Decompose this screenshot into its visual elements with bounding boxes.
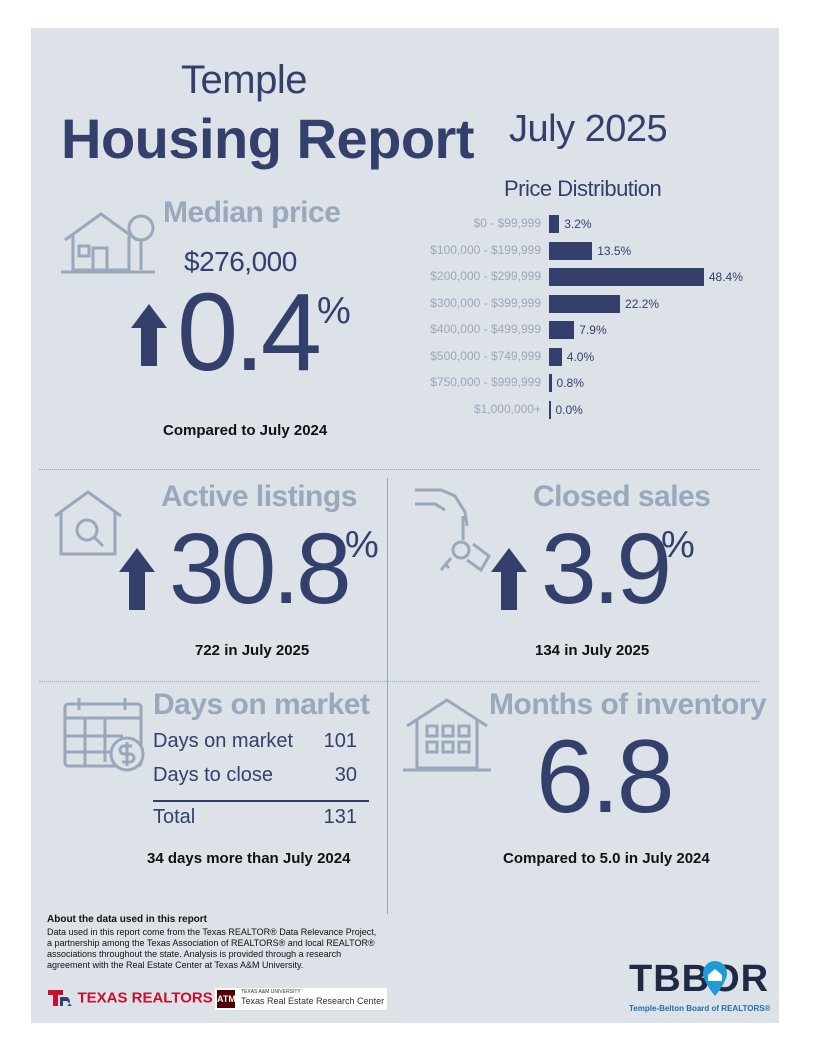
dom-row-2-value: 30: [334, 764, 357, 786]
price-range-label: $200,000 - $299,999: [430, 269, 541, 283]
apartment-building-icon: [403, 698, 491, 772]
price-dist-title: Price Distribution: [504, 176, 662, 201]
price-dist-row: $750,000 - $999,999 0.8%: [411, 373, 771, 393]
calendar-dollar-icon: [63, 698, 145, 772]
inventory-value: 6.8: [536, 719, 675, 835]
about-text: Data used in this report come from the T…: [47, 927, 377, 970]
arrow-up-icon: [491, 548, 527, 610]
price-dist-row: $1,000,000+ 0.0%: [411, 400, 771, 420]
about-title: About the data used in this report: [47, 914, 208, 925]
dom-row-1-value: 101: [323, 730, 357, 752]
price-dist-row: $100,000 - $199,999 13.5%: [411, 241, 771, 261]
price-dist-value: 0.8%: [556, 376, 584, 390]
median-change-value: 0.4: [177, 271, 322, 394]
report-title: Housing Report: [61, 107, 474, 170]
dom-caption: 34 days more than July 2024: [147, 850, 351, 867]
house-tree-icon: [61, 212, 155, 274]
price-range-label: $100,000 - $199,999: [430, 242, 541, 257]
divider-vertical: [387, 478, 388, 914]
closed-title: Closed sales: [533, 480, 711, 513]
hand-key-icon: [415, 488, 491, 573]
price-dist-value: 3.2%: [564, 217, 592, 231]
tbbor-name: Temple-Belton Board of REALTORS®: [629, 1004, 771, 1013]
texas-realtors-mark-icon: [48, 990, 72, 1006]
report-page: Temple Housing Report July 2025 Median p…: [31, 28, 779, 1023]
closed-change: 3.9: [541, 513, 672, 625]
price-dist-bar: [549, 215, 560, 233]
tamu-center-text: Texas Real Estate Research Center: [241, 996, 385, 1006]
inventory-caption: Compared to 5.0 in July 2024: [503, 850, 710, 867]
price-dist-bar: [549, 294, 621, 313]
inventory-title: Months of inventory: [489, 688, 767, 721]
median-price: $276,000: [184, 246, 297, 277]
median-title: Median price: [163, 196, 341, 229]
dom-row-1-label: Days on market: [153, 730, 294, 752]
dom-title: Days on market: [153, 688, 370, 721]
closed-caption: 134 in July 2025: [535, 642, 650, 659]
price-dist-bar: [549, 268, 704, 286]
arrow-up-icon: [131, 304, 167, 366]
price-dist-row: $200,000 - $299,999 48.4%: [411, 267, 771, 287]
tamu-small-text: TEXAS A&M UNIVERSITY: [241, 989, 301, 995]
price-dist-value: 7.9%: [579, 323, 607, 337]
price-range-label: $750,000 - $999,999: [430, 375, 541, 389]
price-dist-row: $400,000 - $499,999 7.9%: [411, 320, 771, 340]
closed-pct: %: [661, 524, 695, 566]
price-range-label: $400,000 - $499,999: [430, 322, 541, 336]
texas-realtors-logo: TEXAS REALTORS: [47, 988, 213, 1012]
price-dist-value: 0.0%: [555, 402, 583, 417]
tbbor-logo-text: TBBOR: [629, 958, 770, 1000]
price-dist-bar: [549, 321, 575, 339]
dom-row-2-label: Days to close: [153, 764, 274, 786]
price-dist-value: 4.0%: [566, 349, 595, 364]
dom-total-value: 131: [323, 806, 357, 828]
arrow-up-icon: [119, 548, 155, 610]
price-dist-value: 48.4%: [708, 270, 743, 284]
divider-middle: [39, 681, 759, 682]
location-house-icon: [703, 961, 727, 996]
price-dist-chart: $0 - $99,999 3.2% $100,000 - $199,999 13.5%…: [411, 214, 771, 434]
dom-total-line: [153, 800, 369, 802]
price-dist-value: 13.5%: [597, 243, 632, 258]
median-caption: Compared to July 2024: [163, 422, 328, 439]
price-dist-bar: [549, 400, 551, 419]
price-dist-bar: [549, 347, 562, 366]
price-dist-value: 22.2%: [625, 296, 660, 311]
price-dist-row: $500,000 - $749,999 4.0%: [411, 347, 771, 367]
median-pct: %: [317, 290, 351, 332]
tamu-mark-icon: ATM: [217, 990, 236, 1008]
price-range-label: $0 - $99,999: [473, 216, 541, 230]
active-title: Active listings: [161, 480, 357, 513]
price-range-label: $500,000 - $749,999: [430, 348, 541, 363]
price-dist-bar: [549, 241, 593, 260]
median-change: 0.4: [177, 278, 322, 388]
price-range-label: $300,000 - $399,999: [430, 295, 541, 310]
price-dist-bar: [549, 374, 552, 392]
tbbor-logo: TBBOR Temple-Belton Board of REALTORS®: [627, 958, 775, 1018]
price-dist-row: $0 - $99,999 3.2%: [411, 214, 771, 234]
active-change: 30.8: [169, 513, 352, 625]
price-dist-row: $300,000 - $399,999 22.2%: [411, 294, 771, 314]
report-period: July 2025: [509, 108, 668, 150]
active-caption: 722 in July 2025: [195, 642, 310, 659]
divider-top: [39, 469, 759, 470]
dom-total-label: Total: [153, 806, 196, 828]
texas-realtors-text: TEXAS REALTORS: [77, 989, 213, 1007]
active-pct: %: [345, 524, 379, 566]
price-range-label: $1,000,000+: [473, 401, 541, 416]
city-name: Temple: [181, 58, 307, 102]
tamu-logo: ATM TEXAS A&M UNIVERSITY Texas Real Esta…: [215, 988, 387, 1010]
house-search-icon: [54, 490, 122, 556]
